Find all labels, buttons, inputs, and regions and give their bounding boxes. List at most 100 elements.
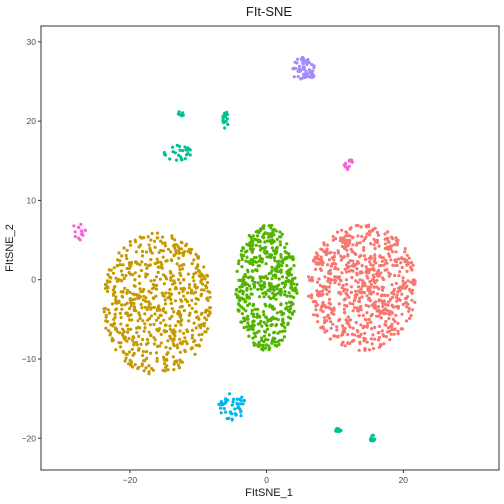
data-point xyxy=(136,348,141,352)
data-point xyxy=(381,333,385,337)
data-point xyxy=(330,311,334,315)
data-point xyxy=(307,68,311,72)
data-point xyxy=(242,278,246,282)
data-point xyxy=(178,305,182,309)
data-point xyxy=(137,365,141,369)
data-point xyxy=(365,232,369,236)
data-point xyxy=(338,290,342,294)
data-point xyxy=(263,240,267,244)
data-point xyxy=(395,293,399,297)
data-point xyxy=(364,235,368,239)
data-point xyxy=(336,334,340,338)
data-point xyxy=(370,327,374,331)
y-tick-label: 0 xyxy=(31,275,36,285)
data-point xyxy=(168,324,172,328)
data-point xyxy=(249,235,253,239)
data-point xyxy=(401,302,405,307)
data-point xyxy=(280,260,284,264)
data-point xyxy=(360,295,364,299)
data-point xyxy=(128,298,132,302)
data-point xyxy=(369,283,373,287)
data-point xyxy=(349,290,353,294)
data-point xyxy=(359,287,363,291)
data-point xyxy=(318,290,322,294)
data-point xyxy=(364,270,368,274)
data-point xyxy=(387,252,391,256)
data-point xyxy=(260,260,264,264)
data-point xyxy=(276,318,280,322)
data-point xyxy=(345,321,349,325)
data-point xyxy=(264,346,268,350)
data-point xyxy=(293,276,297,280)
data-point xyxy=(160,235,165,239)
data-point xyxy=(366,297,371,301)
data-point xyxy=(317,294,321,298)
data-point xyxy=(383,322,387,327)
data-point xyxy=(161,255,165,259)
data-point xyxy=(258,240,262,244)
data-point xyxy=(169,292,174,296)
data-point xyxy=(171,331,175,335)
data-point xyxy=(324,251,328,255)
data-point xyxy=(384,335,388,339)
data-point xyxy=(354,224,359,228)
data-point xyxy=(315,289,319,293)
data-point xyxy=(153,245,157,249)
data-point xyxy=(136,319,140,323)
data-point xyxy=(306,275,311,279)
data-point xyxy=(313,255,317,259)
data-point xyxy=(217,403,221,407)
data-point xyxy=(391,250,395,254)
data-point xyxy=(134,250,138,254)
data-point xyxy=(310,275,314,280)
data-point xyxy=(179,247,184,251)
data-point xyxy=(344,282,349,286)
data-point xyxy=(367,348,372,352)
data-point xyxy=(274,323,279,327)
data-point xyxy=(172,344,176,348)
data-point xyxy=(260,287,264,291)
data-point xyxy=(176,278,181,282)
data-point xyxy=(396,332,400,336)
data-point xyxy=(174,249,178,253)
data-point xyxy=(386,293,390,297)
data-point xyxy=(256,281,260,285)
data-point xyxy=(275,284,279,289)
data-point xyxy=(270,341,274,345)
data-point xyxy=(231,400,235,404)
data-point xyxy=(179,157,183,161)
data-point xyxy=(346,332,350,337)
data-point xyxy=(348,241,352,245)
data-point xyxy=(178,350,182,354)
data-point xyxy=(323,321,327,325)
data-point xyxy=(117,278,121,282)
data-point xyxy=(410,267,414,271)
data-points xyxy=(72,55,417,443)
data-point xyxy=(384,319,388,324)
data-point xyxy=(398,288,402,293)
data-point xyxy=(247,243,251,247)
data-point xyxy=(142,329,146,333)
data-point xyxy=(307,60,311,65)
data-point xyxy=(140,364,144,368)
data-point xyxy=(368,260,372,264)
data-point xyxy=(158,308,162,312)
data-point xyxy=(257,231,261,235)
data-point xyxy=(343,327,347,331)
data-point xyxy=(138,235,142,239)
data-point xyxy=(202,324,206,328)
data-point xyxy=(172,338,176,342)
data-point xyxy=(326,276,330,281)
data-point xyxy=(162,318,166,322)
data-point xyxy=(170,307,174,311)
data-point xyxy=(388,324,392,329)
data-point xyxy=(352,299,356,303)
data-point xyxy=(186,272,190,276)
data-point xyxy=(283,245,287,250)
data-point xyxy=(147,364,151,368)
data-point xyxy=(333,281,337,285)
data-point xyxy=(142,236,146,240)
data-point xyxy=(236,406,240,410)
data-point xyxy=(124,352,128,356)
data-point xyxy=(248,302,252,306)
